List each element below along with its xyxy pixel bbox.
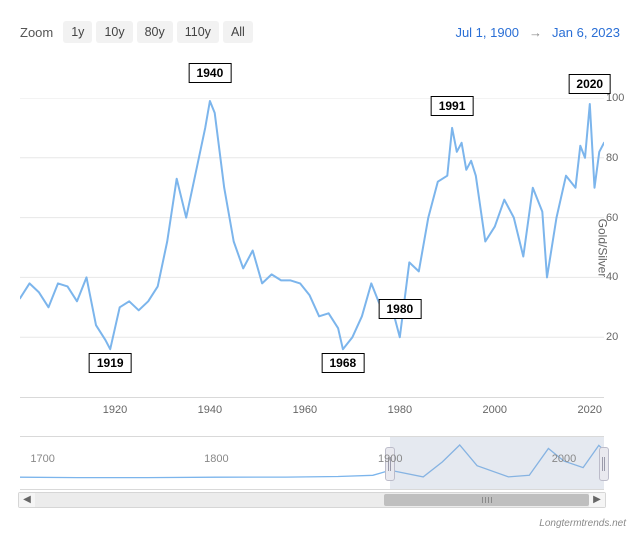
y-tick-label: 40 [606,271,632,283]
toolbar: Zoom 1y 10y 80y 110y All Jul 1, 1900 → J… [20,18,620,46]
callout-label: 2020 [568,74,611,94]
zoom-110y-button[interactable]: 110y [177,21,219,43]
x-tick-label: 1980 [388,404,412,416]
navigator-x-tick: 1900 [378,453,402,465]
navigator-x-tick: 2000 [552,453,576,465]
x-tick-label: 1960 [293,404,317,416]
callout-label: 1991 [431,96,474,116]
zoom-1y-button[interactable]: 1y [63,21,92,43]
x-tick-label: 2020 [578,404,602,416]
scroll-right-button[interactable]: ▶ [589,493,605,507]
navigator-handle-right[interactable] [599,447,609,481]
scrollbar[interactable]: ◀ ▶ [18,492,606,508]
callout-label: 1980 [378,299,421,319]
attribution: Longtermtrends.net [539,518,626,529]
callout-label: 1919 [89,353,132,373]
arrow-right-icon: → [529,25,542,40]
scrollbar-track[interactable] [35,493,589,507]
scroll-left-button[interactable]: ◀ [19,493,35,507]
main-chart[interactable]: Gold/Silver 2040608010019191940196819801… [20,98,604,398]
callout-label: 1940 [189,63,232,83]
zoom-all-button[interactable]: All [223,21,253,43]
x-tick-label: 2000 [483,404,507,416]
zoom-label: Zoom [20,25,53,40]
y-tick-label: 60 [606,212,632,224]
navigator-x-tick: 1800 [204,453,228,465]
date-from[interactable]: Jul 1, 1900 [455,25,519,40]
x-tick-label: 1920 [103,404,127,416]
navigator-x-tick: 1700 [30,453,54,465]
callout-label: 1968 [322,353,365,373]
scrollbar-thumb[interactable] [384,494,589,506]
zoom-10y-button[interactable]: 10y [96,21,132,43]
x-axis: 1920 1940 1960 1980 2000 2020 [20,398,604,424]
x-tick-label: 1940 [198,404,222,416]
navigator[interactable]: 1700 1800 1900 2000 [20,436,604,490]
date-to[interactable]: Jan 6, 2023 [552,25,620,40]
y-tick-label: 80 [606,152,632,164]
y-tick-label: 20 [606,331,632,343]
y-axis-title: Gold/Silver [596,218,610,277]
zoom-80y-button[interactable]: 80y [137,21,173,43]
date-range: Jul 1, 1900 → Jan 6, 2023 [455,25,620,40]
